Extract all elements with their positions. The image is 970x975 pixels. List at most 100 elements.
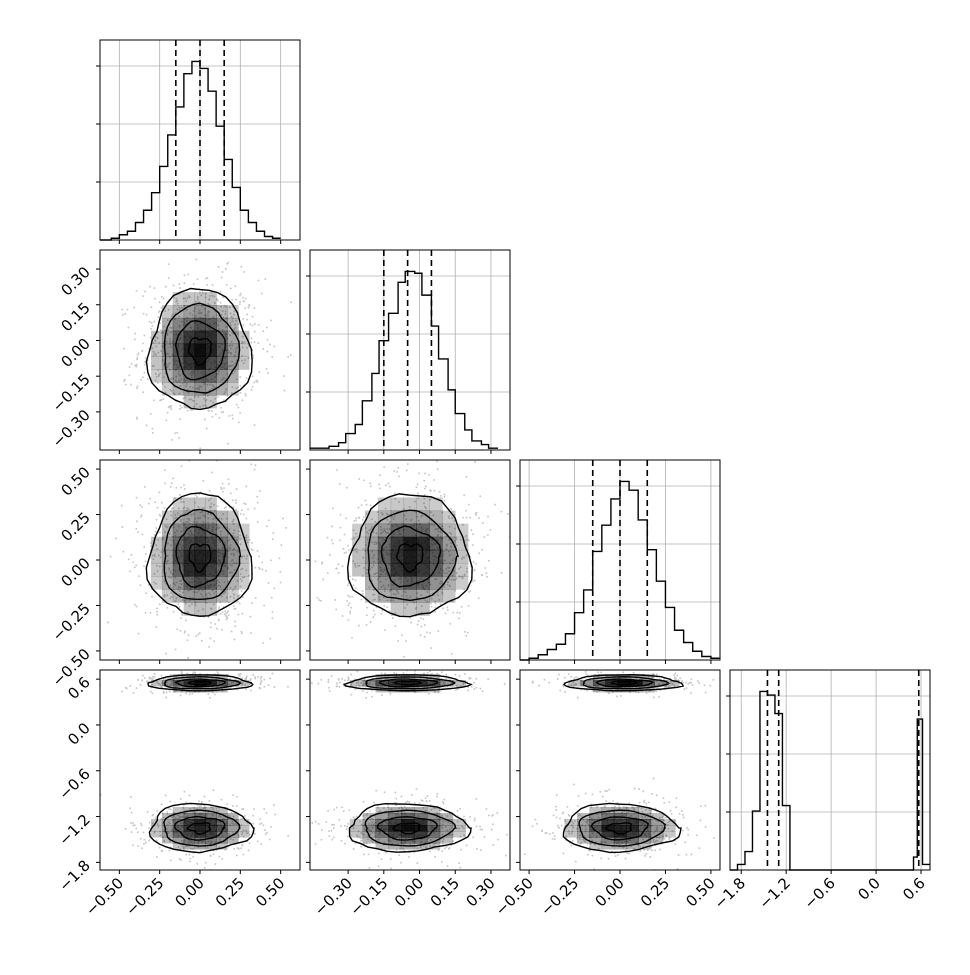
density-cell-3-1-1 [349, 825, 364, 832]
density-cell-3-2-1 [613, 825, 627, 832]
density-cell-2-0-0 [172, 549, 185, 564]
density-cell-2-0-0 [183, 510, 196, 525]
contour-3-1-1-3 [392, 822, 421, 835]
density-cell-2-0-0 [161, 589, 174, 603]
density-cell-2-1-0 [403, 602, 417, 616]
density-cell-3-2-1 [650, 819, 664, 826]
density-cell-2-1-0 [416, 602, 430, 616]
density-cell-2-0-0 [205, 602, 217, 616]
density-cell-3-2-1 [589, 837, 603, 844]
density-cell-2-1-0 [403, 536, 417, 551]
contour-1-0-0-1 [163, 302, 241, 394]
density-cell-3-2-0 [580, 679, 594, 687]
pair-panel-2-0 [96, 459, 301, 664]
density-cell-1-0-0 [194, 343, 206, 357]
density-cell-3-2-1 [601, 825, 615, 832]
contour-1-0-0-2 [174, 320, 226, 381]
density-cell-3-1-1 [414, 807, 428, 814]
density-cell-3-2-1 [564, 825, 578, 832]
density-cell-1-0-0 [205, 292, 217, 306]
density-cell-3-2-1 [564, 819, 578, 826]
density-cell-2-1-0 [352, 536, 366, 551]
density-cell-1-0-0 [183, 292, 196, 306]
density-cell-3-2-1 [638, 825, 652, 832]
density-cell-2-0-0 [216, 523, 228, 538]
density-cell-3-2-0 [617, 679, 631, 687]
y-tick-label-1-0: −0.30 [49, 406, 94, 451]
density-cell-3-0-1 [227, 819, 239, 826]
density-cell-2-1-0 [352, 549, 366, 564]
density-cell-3-0-1 [205, 837, 217, 844]
density-cell-3-0-1 [216, 843, 228, 850]
density-cell-1-0-0 [183, 317, 196, 332]
contour-3-0-1-1 [163, 809, 241, 847]
x-tick-label-3-2: −0.6 [800, 874, 838, 912]
density-cell-3-2-1 [601, 843, 615, 850]
density-cell-2-0-0 [205, 576, 217, 590]
density-cell-3-2-1 [638, 837, 652, 844]
density-cell-3-1-1 [362, 825, 376, 832]
density-cell-2-1-0 [365, 562, 379, 577]
density-cell-3-1-1 [426, 843, 441, 850]
density-cell-2-1-0 [442, 510, 456, 525]
y-tick-label-1-1: −0.15 [49, 370, 94, 415]
density-cell-2-1-0 [429, 510, 443, 525]
density-cell-3-2-1 [626, 825, 639, 832]
density-cell-2-0-0 [238, 523, 250, 538]
density-cell-3-0-1 [161, 825, 174, 832]
density-cell-2-0-0 [227, 576, 239, 590]
density-cell-1-0-0 [194, 395, 206, 409]
density-cell-1-0-0 [183, 395, 196, 409]
density-cell-1-0-0 [205, 395, 217, 409]
contour-3-2-0-2 [595, 678, 654, 688]
density-cell-2-1-0 [377, 549, 392, 564]
density-cell-3-1-1 [388, 819, 402, 826]
density-cell-2-0-0 [205, 510, 217, 525]
density-cell-1-0-0 [205, 317, 217, 332]
pair-inner-3-1 [310, 670, 508, 870]
contour-1-0-0-0 [145, 287, 253, 411]
density-cell-3-0-1 [238, 825, 250, 832]
density-cell-3-0-1 [183, 819, 196, 826]
density-cell-2-1-0 [416, 536, 430, 551]
density-cell-1-0-0 [172, 343, 185, 357]
density-cell-3-2-1 [638, 831, 652, 838]
x-tick-label-0-0: −0.50 [82, 874, 127, 919]
contour-3-1-0-3 [392, 680, 423, 686]
density-cell-1-0-0 [194, 305, 206, 319]
density-cell-1-0-0 [216, 305, 228, 319]
y-tick-label-3-3: 0.0 [64, 719, 94, 749]
density-cell-1-0-0 [194, 382, 206, 396]
density-cell-3-1-1 [349, 819, 364, 826]
hist-panel-2 [516, 459, 721, 664]
density-cell-2-0-0 [183, 589, 196, 603]
contour-3-0-0-2 [174, 678, 226, 688]
density-cell-3-2-0 [642, 679, 655, 687]
density-cell-3-0-1 [216, 819, 228, 826]
density-cell-1-0-0 [183, 305, 196, 319]
density-cell-1-0-0 [183, 382, 196, 396]
contour-3-0-1-3 [186, 822, 212, 835]
density-cell-3-1-1 [388, 831, 402, 838]
density-cell-2-0-0 [183, 523, 196, 538]
density-cell-2-0-0 [161, 523, 174, 538]
density-cell-2-1-0 [442, 523, 456, 538]
x-tick-label-0-4: 0.50 [252, 874, 288, 910]
density-cell-1-0-0 [172, 317, 185, 332]
density-cell-2-1-0 [403, 576, 417, 590]
density-cell-1-0-0 [216, 356, 228, 370]
density-cell-3-2-1 [577, 813, 590, 820]
density-cell-3-2-1 [626, 807, 639, 814]
density-cell-2-0-0 [194, 549, 206, 564]
density-cell-2-1-0 [365, 589, 379, 603]
density-cell-2-1-0 [390, 562, 405, 577]
density-cell-3-2-1 [589, 807, 603, 814]
density-cell-2-1-0 [390, 602, 405, 616]
x-tick-label-2-3: 0.25 [637, 874, 673, 910]
density-cell-2-0-0 [194, 576, 206, 590]
density-cell-3-0-1 [205, 807, 217, 814]
density-cell-2-0-0 [151, 576, 163, 590]
density-cell-3-2-0 [654, 679, 668, 687]
density-cell-3-2-1 [589, 831, 603, 838]
density-cell-2-0-0 [183, 602, 196, 616]
